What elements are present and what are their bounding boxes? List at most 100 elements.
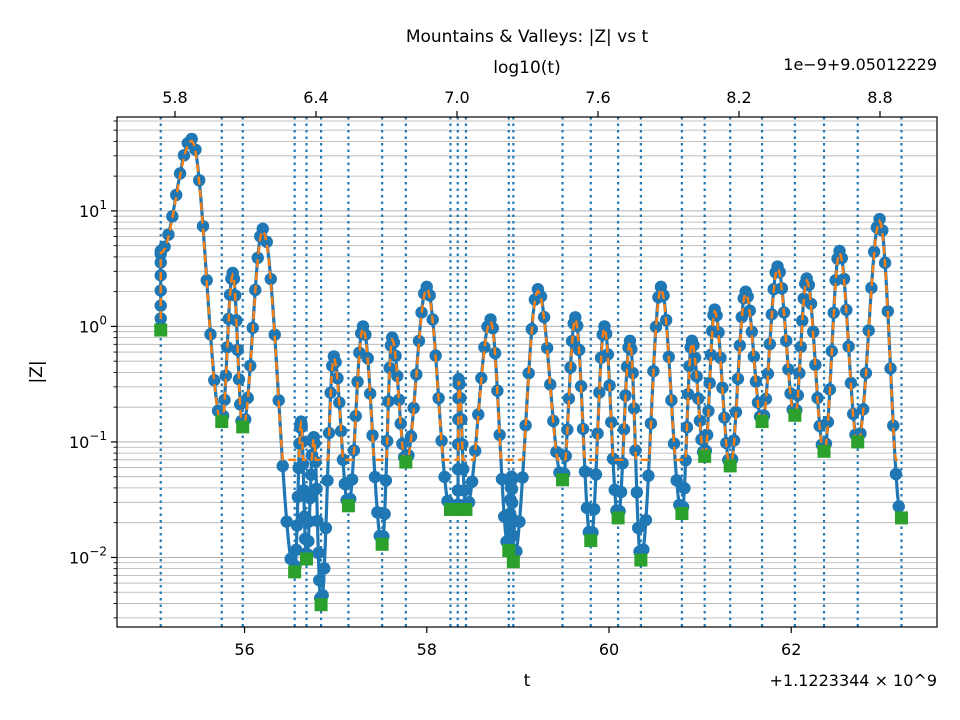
magnitude-point [679, 454, 692, 467]
secondary-tick-label: 8.2 [726, 88, 751, 107]
magnitude-point [712, 326, 725, 339]
zero-marker [288, 565, 302, 579]
magnitude-point [587, 503, 601, 516]
magnitude-point [591, 427, 604, 440]
magnitude-point [519, 419, 532, 432]
zero-marker [723, 459, 737, 473]
magnitude-point [630, 486, 643, 499]
zero-marker [300, 552, 314, 566]
y-tick-label: 10−2 [69, 544, 107, 567]
magnitude-point [867, 245, 881, 258]
magnitude-point [219, 369, 233, 382]
magnitude-point [378, 507, 391, 521]
chart-title: Mountains & Valleys: |Z| vs t [406, 27, 649, 47]
zero-marker [851, 435, 865, 449]
magnitude-point [383, 361, 396, 375]
magnitude-point [593, 386, 606, 399]
magnitude-point [667, 437, 681, 450]
x-tick-label: 62 [781, 640, 801, 659]
magnitude-point [336, 453, 350, 466]
magnitude-point [162, 228, 175, 241]
zero-marker [894, 511, 908, 525]
magnitude-point [761, 367, 775, 380]
y-tick-label: 10−1 [69, 429, 107, 452]
plot-area: 56 58 60 62 5.8 6.4 7.0 7.6 8.2 8.8 10−2 10−1 100 101 [69, 88, 938, 659]
secondary-tick-label: 6.4 [303, 88, 328, 107]
magnitude-point [363, 387, 377, 400]
x-tick-label: 60 [599, 640, 619, 659]
zero-marker [154, 323, 168, 337]
magnitude-point [714, 351, 727, 365]
zero-marker [375, 537, 389, 551]
zero-marker [698, 449, 712, 463]
zero-marker [506, 555, 520, 569]
magnitude-point [318, 562, 331, 575]
magnitude-point [649, 320, 663, 334]
magnitude-point [196, 219, 210, 233]
magnitude-point [321, 474, 334, 487]
magnitude-point [313, 573, 326, 587]
magnitude-point [379, 474, 393, 487]
magnitude-point [256, 222, 269, 235]
magnitude-point [177, 149, 191, 162]
magnitude-point [631, 521, 645, 535]
magnitude-point [189, 143, 202, 156]
zero-marker [634, 553, 648, 567]
zero-marker [584, 534, 598, 548]
magnitude-point [457, 484, 471, 497]
magnitude-point [629, 444, 642, 457]
magnitude-point [505, 482, 519, 496]
magnitude-point [241, 391, 254, 405]
magnitude-point [407, 401, 420, 415]
magnitude-point [601, 348, 615, 361]
magnitude-point [478, 341, 491, 354]
x-tick-label: 56 [234, 640, 254, 659]
magnitude-point [208, 373, 221, 387]
magnitude-point [626, 366, 639, 380]
magnitude-point [733, 339, 747, 352]
zero-marker [755, 415, 769, 429]
magnitude-point [457, 463, 470, 476]
magnitude-point [876, 224, 889, 237]
magnitude-point [889, 467, 903, 481]
magnitude-point [158, 240, 171, 253]
magnitude-point [892, 500, 905, 513]
magnitude-point [693, 414, 707, 427]
magnitude-point [345, 473, 359, 486]
magnitude-point [268, 328, 281, 341]
magnitude-point [745, 325, 759, 338]
magnitude-point [505, 496, 519, 510]
magnitude-point [280, 515, 293, 528]
secondary-offset-label: 1e−9+9.05012229 [783, 55, 937, 74]
magnitude-point [391, 369, 404, 383]
magnitude-point [319, 521, 333, 535]
magnitude-point [793, 366, 806, 380]
magnitude-point [614, 485, 628, 499]
magnitude-point [272, 394, 285, 407]
magnitude-point [704, 348, 718, 362]
magnitude-point [232, 373, 246, 386]
magnitude-point [837, 272, 851, 286]
magnitude-point [865, 281, 878, 295]
smoothed-line [159, 139, 902, 462]
magnitude-point [276, 459, 289, 473]
magnitude-point [493, 428, 506, 442]
zero-marker [236, 420, 250, 434]
secondary-tick-label: 7.6 [585, 88, 610, 107]
zero-marker [341, 499, 355, 513]
magnitude-point [302, 534, 315, 548]
magnitude-point [747, 350, 761, 363]
magnitude-point [264, 272, 277, 286]
magnitude-point [703, 376, 716, 390]
zero-marker [556, 473, 570, 487]
zero-marker [399, 455, 413, 469]
magnitude-point [290, 543, 303, 557]
magnitude-point [637, 543, 650, 556]
magnitude-point [796, 314, 809, 327]
magnitude-point [472, 408, 485, 421]
magnitude-point [794, 340, 807, 354]
zero-marker [817, 444, 831, 458]
magnitude-point [296, 457, 310, 471]
magnitude-point [606, 452, 620, 465]
secondary-tick-label: 5.8 [162, 88, 187, 107]
